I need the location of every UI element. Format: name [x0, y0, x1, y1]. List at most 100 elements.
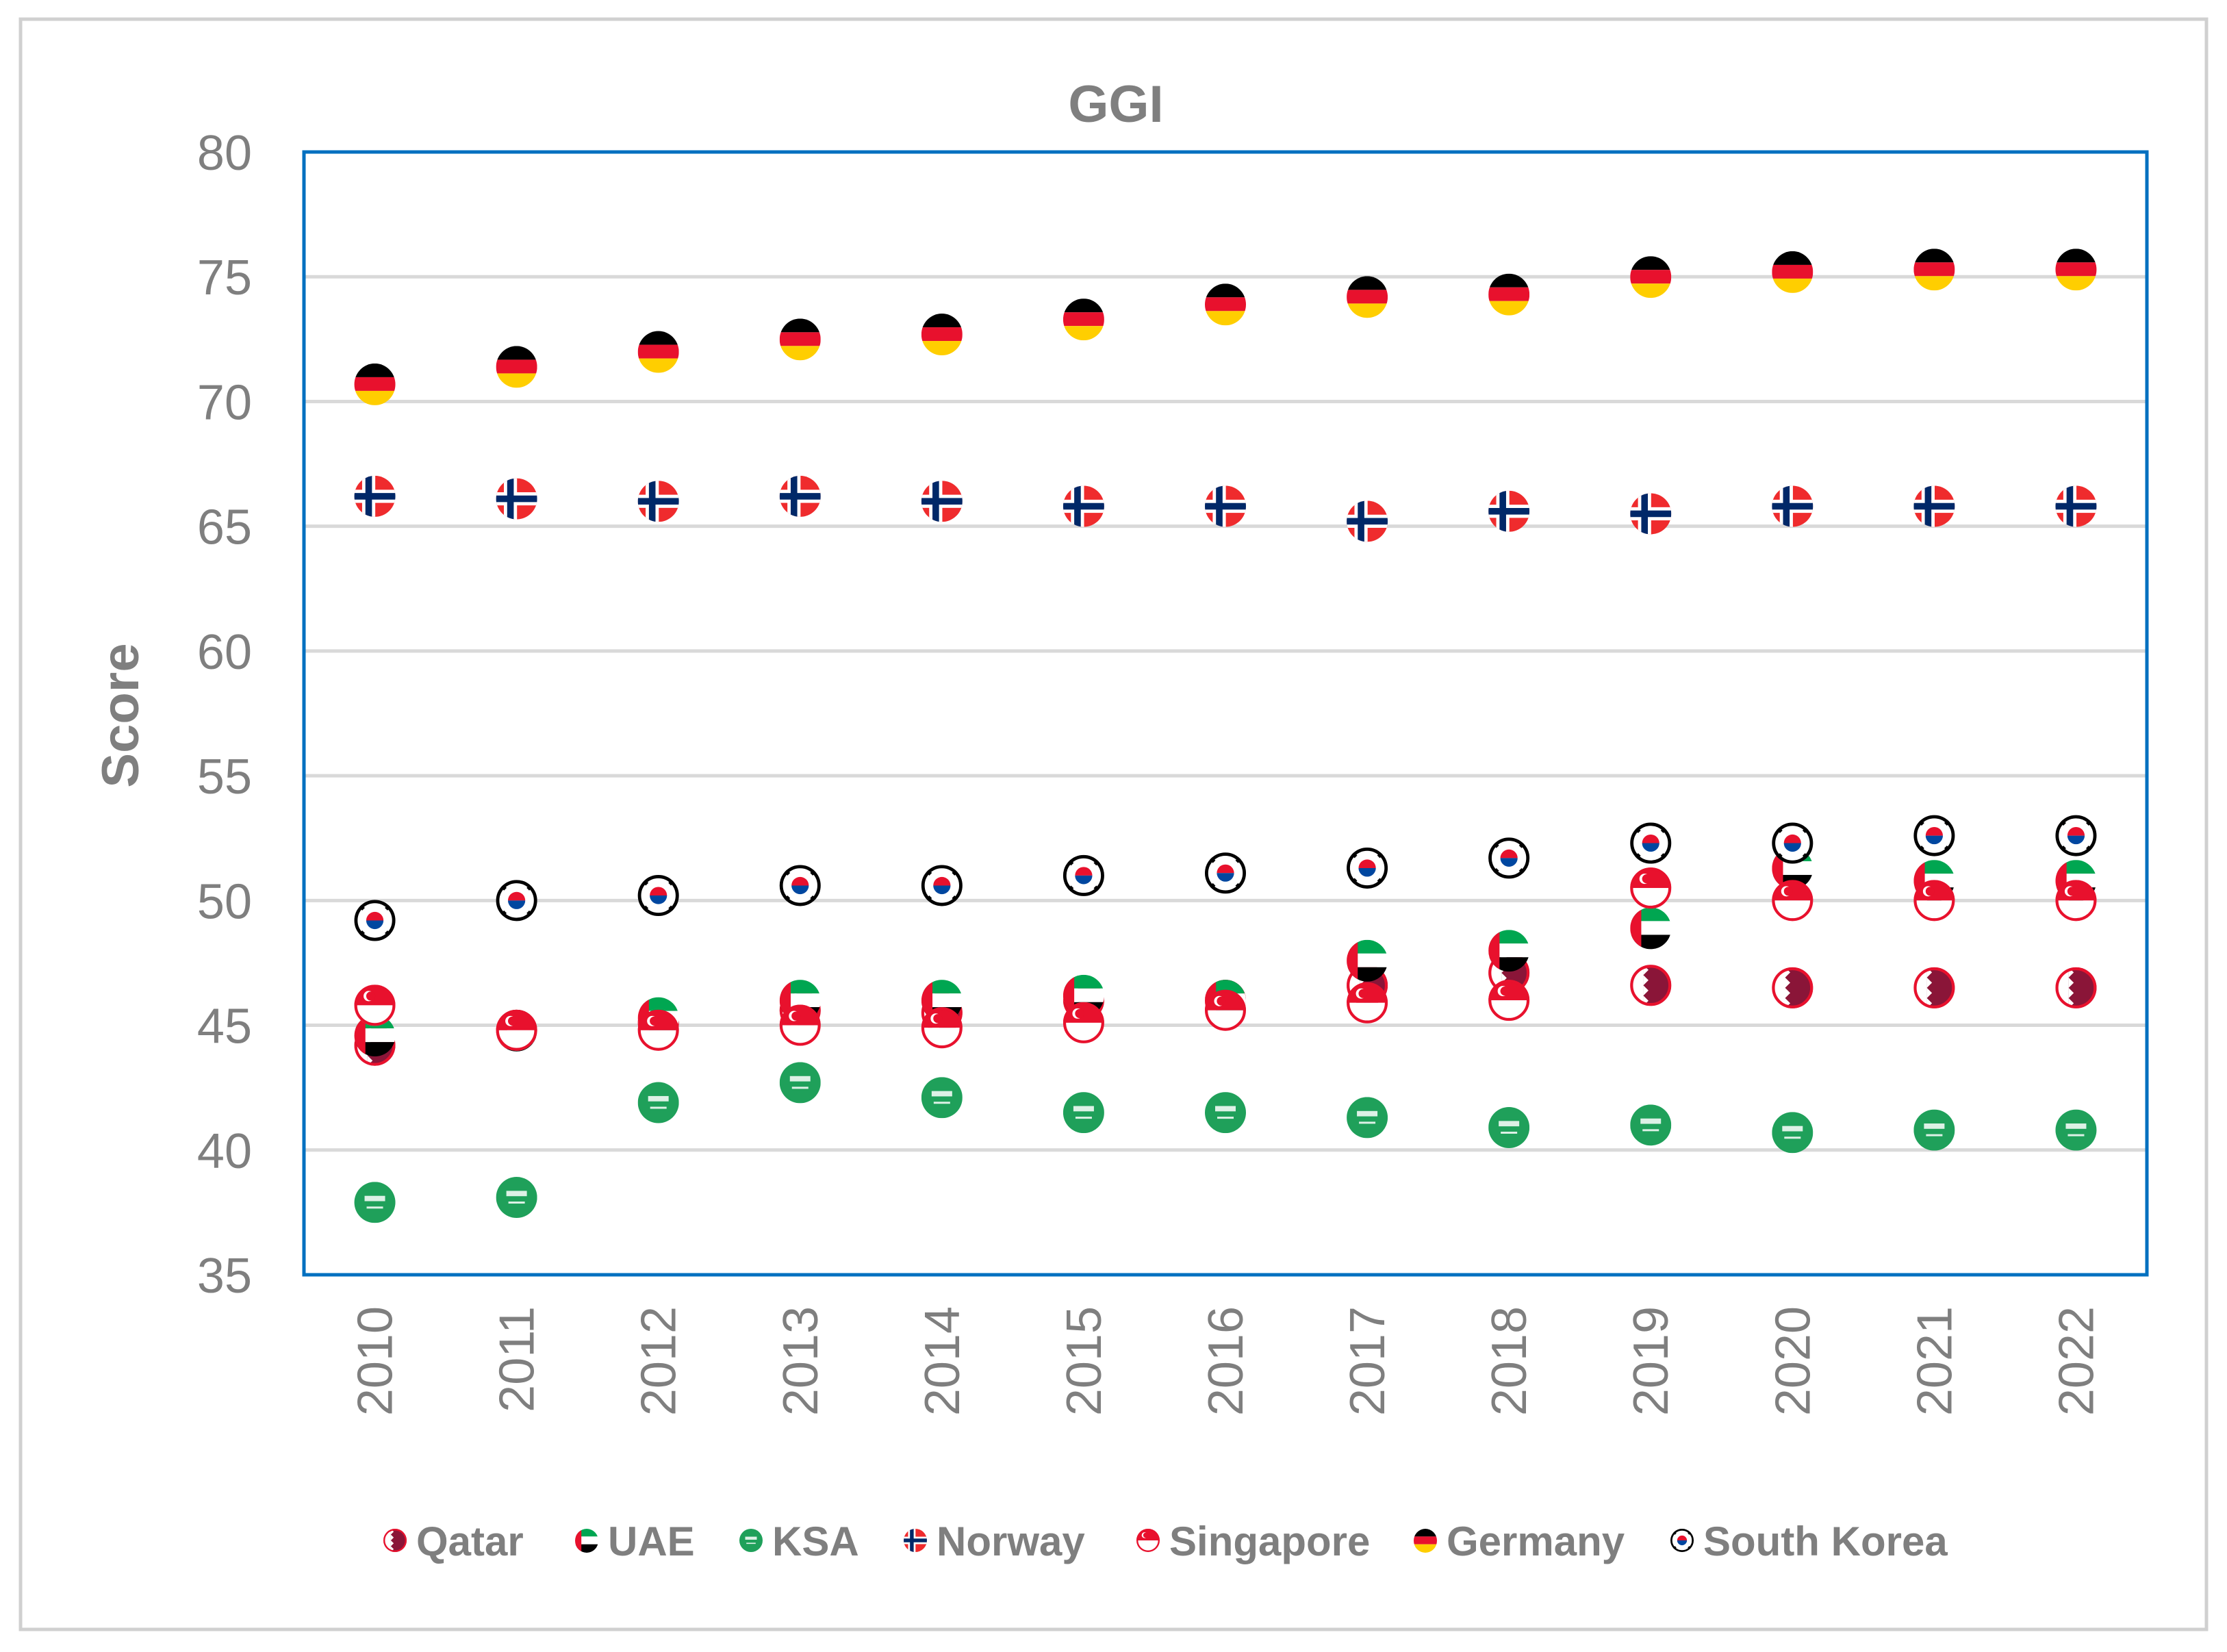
data-point	[1062, 485, 1104, 527]
outer-frame	[18, 17, 2209, 1631]
data-point	[1062, 1002, 1104, 1043]
x-axis-ticks: 2010 2011 2012 2013 2014 2015 2016 2017 2018 2019…	[348, 1306, 2104, 1416]
data-point	[354, 1182, 396, 1223]
legend-item-uae: UAE	[575, 1518, 695, 1564]
legend: Qatar UAE KSA Norway Singapore Germany South K…	[383, 1518, 1948, 1564]
x-tick-label: 2020	[1766, 1306, 1820, 1416]
data-point	[1347, 276, 1388, 318]
data-point	[1488, 273, 1530, 316]
data-point	[1488, 980, 1530, 1021]
legend-marker	[575, 1529, 598, 1553]
data-point	[1204, 989, 1246, 1031]
y-tick-label: 50	[197, 874, 252, 929]
data-point	[1205, 283, 1246, 326]
x-tick-label: 2019	[1624, 1306, 1679, 1416]
data-point	[354, 900, 396, 941]
y-tick-label: 45	[197, 1000, 252, 1054]
legend-label: UAE	[608, 1518, 695, 1564]
data-point	[2055, 815, 2097, 856]
data-point	[1347, 847, 1388, 889]
legend-item-norway: Norway	[904, 1518, 1085, 1564]
legend-item-south-korea: South Korea	[1670, 1518, 1948, 1564]
data-point	[1062, 1092, 1104, 1134]
data-point	[779, 475, 821, 517]
data-points	[354, 249, 2097, 1223]
data-point	[1772, 485, 1814, 527]
data-point	[779, 865, 821, 906]
series-ksa	[354, 1062, 2097, 1223]
y-tick-label: 55	[197, 750, 252, 804]
legend-marker	[904, 1529, 927, 1552]
data-point	[1488, 837, 1530, 879]
data-point	[1347, 1097, 1388, 1139]
legend-item-ksa: KSA	[739, 1518, 859, 1564]
data-point	[496, 1009, 537, 1051]
data-point	[1630, 965, 1672, 1006]
data-point	[1630, 867, 1672, 909]
x-tick-label: 2017	[1340, 1306, 1395, 1416]
data-point	[1347, 500, 1388, 542]
data-point	[779, 318, 821, 361]
legend-marker	[1670, 1529, 1694, 1553]
data-point	[496, 346, 537, 388]
series-germany	[354, 249, 2097, 405]
data-point	[637, 875, 679, 917]
legend-label: Germany	[1447, 1518, 1625, 1564]
data-point	[1913, 815, 1955, 856]
data-point	[1913, 1109, 1955, 1151]
x-tick-label: 2010	[348, 1306, 403, 1416]
data-point	[1913, 880, 1955, 922]
data-point	[1347, 939, 1388, 982]
data-point	[496, 880, 537, 922]
data-point	[1347, 982, 1388, 1024]
legend-marker	[739, 1529, 763, 1552]
data-point	[1913, 967, 1955, 1008]
data-point	[496, 1177, 537, 1219]
x-tick-label: 2016	[1199, 1306, 1254, 1416]
data-point	[1062, 854, 1104, 896]
data-point	[354, 363, 396, 405]
legend-label: KSA	[772, 1518, 859, 1564]
data-point	[2055, 967, 2097, 1008]
data-point	[1630, 493, 1672, 535]
legend-marker	[1136, 1528, 1160, 1552]
data-point	[1772, 880, 1814, 922]
chart-title: GGI	[1068, 75, 1163, 134]
y-tick-label: 35	[197, 1249, 252, 1304]
data-point	[1913, 485, 1955, 527]
data-point	[921, 1077, 963, 1119]
plot-area-border	[302, 150, 2149, 1277]
data-point	[496, 478, 537, 520]
data-point	[1062, 298, 1104, 341]
data-point	[1630, 1104, 1672, 1146]
legend-item-singapore: Singapore	[1136, 1518, 1370, 1564]
data-point	[1488, 490, 1530, 532]
data-point	[1205, 1092, 1246, 1134]
legend-label: Singapore	[1169, 1518, 1370, 1564]
y-tick-label: 70	[197, 375, 252, 430]
series-south-korea	[354, 815, 2097, 941]
data-point	[1488, 1106, 1530, 1148]
legend-label: South Korea	[1703, 1518, 1948, 1564]
data-point	[1630, 907, 1672, 950]
data-point	[1205, 485, 1246, 527]
data-point	[1772, 251, 1814, 293]
data-point	[354, 984, 396, 1026]
data-point	[1630, 822, 1672, 864]
data-point	[637, 1009, 679, 1051]
data-point	[354, 475, 396, 517]
data-point	[1772, 967, 1814, 1008]
data-point	[921, 865, 963, 906]
data-point	[2055, 880, 2097, 922]
data-point	[2055, 249, 2097, 291]
y-axis-label: Score	[92, 643, 150, 787]
x-tick-label: 2014	[915, 1306, 970, 1416]
y-tick-label: 60	[197, 625, 252, 680]
data-point	[921, 1007, 963, 1049]
x-tick-label: 2015	[1057, 1306, 1112, 1416]
data-point	[637, 481, 679, 522]
legend-label: Norway	[937, 1518, 1085, 1564]
data-point	[1205, 852, 1247, 894]
